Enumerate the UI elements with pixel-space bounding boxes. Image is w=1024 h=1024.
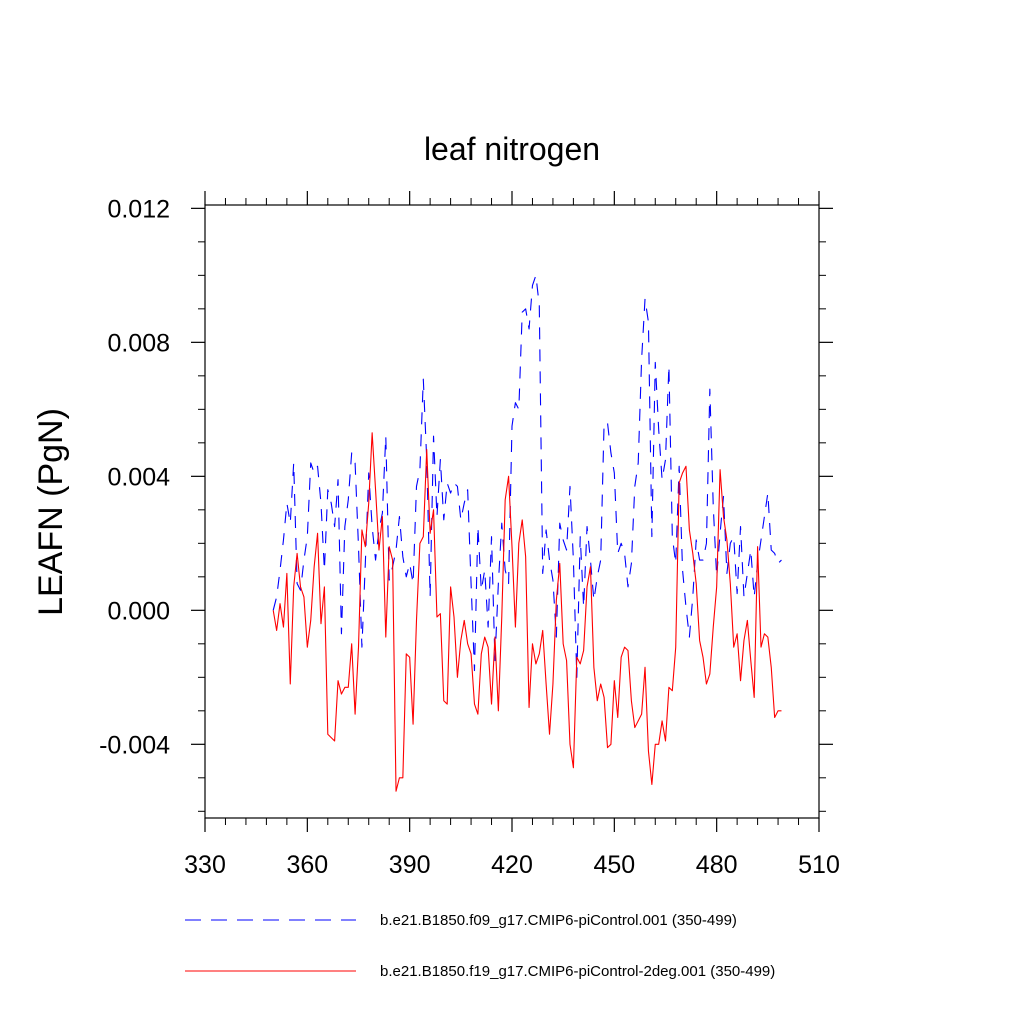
legend-label-2: b.e21.B1850.f19_g17.CMIP6-piControl-2deg… [380, 963, 775, 980]
x-tick-label: 480 [696, 851, 738, 879]
axis-ticks: 330 360 390 420 450 480 510 -0.004 0.000 0.004 0.0… [99, 191, 840, 879]
y-tick-label: 0.008 [107, 329, 170, 357]
y-tick-label: 0.000 [107, 597, 170, 625]
y-tick-label: 0.004 [107, 463, 170, 491]
x-tick-label: 390 [389, 851, 431, 879]
legend: b.e21.B1850.f09_g17.CMIP6-piControl.001 … [185, 912, 775, 980]
x-tick-label: 330 [184, 851, 226, 879]
series-line-1 [272, 274, 782, 678]
series-lines [272, 274, 782, 792]
x-tick-label: 510 [798, 851, 840, 879]
x-tick-label: 450 [593, 851, 635, 879]
x-tick-label: 420 [491, 851, 533, 879]
series-line-2 [272, 432, 782, 792]
legend-label-1: b.e21.B1850.f09_g17.CMIP6-piControl.001 … [380, 912, 737, 929]
chart-title: leaf nitrogen [424, 131, 600, 167]
y-tick-label: -0.004 [99, 731, 170, 759]
plot-frame [204, 204, 820, 819]
x-tick-label: 360 [286, 851, 328, 879]
y-axis-label: LEAFN (PgN) [32, 408, 70, 616]
y-tick-label: 0.012 [107, 195, 170, 223]
